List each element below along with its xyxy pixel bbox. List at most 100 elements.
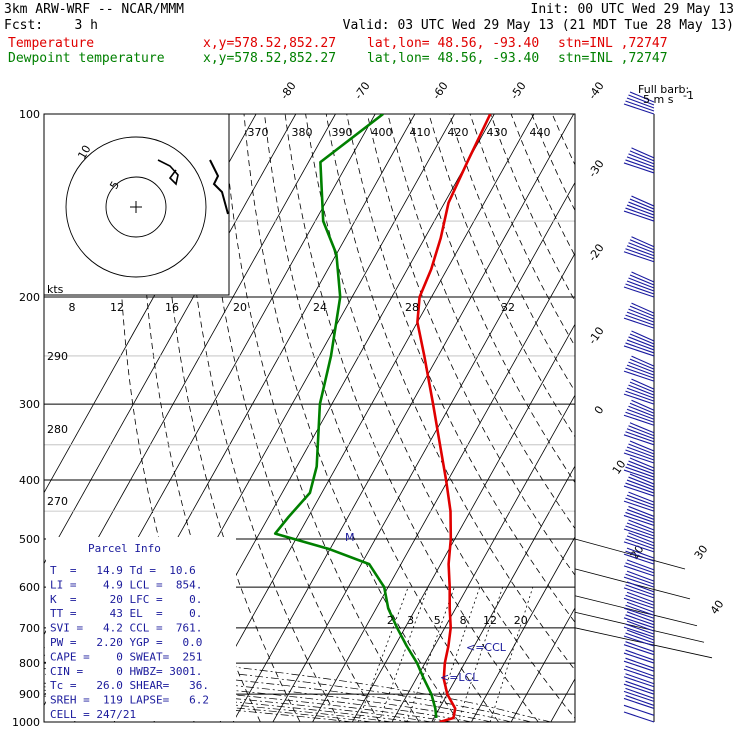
parcel-info-row: LI = 4.9 LCL = 854. xyxy=(50,578,202,591)
isotherm-label: -80 xyxy=(278,80,299,102)
wind-barb xyxy=(624,650,654,663)
parcel-info-title: Parcel Info xyxy=(88,542,161,555)
parcel-info-row: CAPE = 0 SWEAT= 251 xyxy=(50,650,202,663)
marker-m: M xyxy=(345,531,355,544)
ccl-annotation: <=CCL xyxy=(466,641,507,654)
hodograph-speed-label: 28 xyxy=(405,301,419,314)
hodograph-speed-label: 32 xyxy=(501,301,515,314)
wind-barb xyxy=(624,674,654,687)
wind-barb xyxy=(624,196,654,221)
parcel-info-row: CIN = 0 HWBZ= 3001. xyxy=(50,665,202,678)
hodograph-units: kts xyxy=(47,283,64,296)
parcel-info-row: CELL = 247/21 xyxy=(50,708,136,721)
mixing-ratio-label: 8 xyxy=(460,614,467,627)
isotherm-label: -40 xyxy=(586,80,607,102)
isotherm-line xyxy=(432,114,740,722)
wind-barb xyxy=(624,400,654,425)
isotherm-label: -50 xyxy=(508,80,529,102)
wind-barb xyxy=(624,303,654,328)
mixing-ratio-line xyxy=(358,587,408,722)
dry-adiabat-line xyxy=(593,114,740,722)
hodograph-speed-label: 12 xyxy=(110,301,124,314)
theta-label: 270 xyxy=(47,495,68,508)
theta-label: 280 xyxy=(47,423,68,436)
lcl-annotation: <=LCL xyxy=(440,671,479,684)
dry-adiabat-line xyxy=(470,114,740,722)
isotherm-label: -70 xyxy=(352,80,373,102)
theta-e-label: 420 xyxy=(448,126,469,139)
pressure-tick-label: 600 xyxy=(19,581,40,594)
isotherm-line xyxy=(511,114,740,722)
theta-e-label: 440 xyxy=(530,126,551,139)
wind-barb xyxy=(624,474,654,496)
dry-adiabat-line xyxy=(265,114,499,722)
wind-barb xyxy=(624,331,654,356)
mixing-ratio-label: 5 xyxy=(434,614,441,627)
dry-adiabat-line xyxy=(367,114,697,722)
pressure-tick-label: 900 xyxy=(19,688,40,701)
parcel-info-row: SREH = 119 LAPSE= 6.2 xyxy=(50,694,209,707)
isotherm-label: -30 xyxy=(586,158,607,180)
wind-barb xyxy=(624,571,654,587)
isotherm-label: 0 xyxy=(592,404,607,417)
dry-adiabat-line xyxy=(429,114,740,722)
theta-e-label: 400 xyxy=(372,126,393,139)
wind-barb xyxy=(624,666,654,679)
dry-adiabat-line xyxy=(450,114,740,722)
pressure-tick-label: 300 xyxy=(19,398,40,411)
temperature-profile-line xyxy=(417,114,490,722)
wind-barb xyxy=(624,379,654,404)
pressure-tick-label: 100 xyxy=(19,108,40,121)
wind-legend-value: 5 m s xyxy=(643,93,674,106)
dry-adiabat-line xyxy=(244,114,459,722)
mixing-ratio-label: 3 xyxy=(407,614,414,627)
wind-barb xyxy=(624,681,654,694)
dry-adiabat-line xyxy=(347,114,658,722)
pressure-tick-label: 800 xyxy=(19,657,40,670)
isotherm-label: 30 xyxy=(692,543,711,562)
dry-adiabat-line xyxy=(306,114,578,722)
pressure-tick-label: 500 xyxy=(19,533,40,546)
wind-barb xyxy=(624,237,654,262)
mixing-ratio-line xyxy=(434,587,480,722)
wind-barb xyxy=(624,272,654,297)
parcel-info-row: SVI = 4.2 CCL = 761. xyxy=(50,622,202,635)
dry-adiabat-line xyxy=(573,114,740,722)
pressure-tick-label: 200 xyxy=(19,291,40,304)
dry-adiabat-line xyxy=(511,114,740,722)
isotherm-label: 40 xyxy=(708,598,727,617)
parcel-info-row: TT = 43 EL = 0. xyxy=(50,607,202,620)
mixing-ratio-label: 2 xyxy=(387,614,394,627)
pressure-tick-label: 700 xyxy=(19,622,40,635)
pressure-tick-label: 1000 xyxy=(12,716,40,729)
wind-barb xyxy=(624,658,654,671)
theta-e-label: 430 xyxy=(487,126,508,139)
theta-label: 290 xyxy=(47,350,68,363)
parcel-info-row: PW = 2.20 YGP = 0.0 xyxy=(50,636,202,649)
theta-e-label: 370 xyxy=(248,126,269,139)
dry-adiabat-line xyxy=(326,114,618,722)
wind-barb xyxy=(624,356,654,381)
theta-e-label: 410 xyxy=(410,126,431,139)
hodograph-speed-label: 16 xyxy=(165,301,179,314)
wind-legend-exponent: -1 xyxy=(683,89,694,102)
isotherm-line xyxy=(591,114,740,722)
wind-barb xyxy=(624,423,654,445)
theta-e-label: 380 xyxy=(292,126,313,139)
mixing-ratio-line xyxy=(458,587,503,722)
mixing-ratio-label: 20 xyxy=(514,614,528,627)
isotherm-line xyxy=(471,114,740,722)
isotherm-label: -60 xyxy=(430,80,451,102)
pressure-tick-label: 400 xyxy=(19,474,40,487)
hodograph-speed-label: 24 xyxy=(313,301,327,314)
dry-adiabat-line xyxy=(491,114,740,722)
hodograph-speed-label: 8 xyxy=(69,301,76,314)
hodograph-speed-label: 20 xyxy=(233,301,247,314)
wind-barb xyxy=(624,642,654,655)
wind-barb xyxy=(624,148,654,173)
wind-barb xyxy=(624,582,654,598)
theta-e-label: 390 xyxy=(332,126,353,139)
parcel-info-row: K = 20 LFC = 0. xyxy=(50,593,202,606)
parcel-info-row: T = 14.9 Td = 10.6 xyxy=(50,564,196,577)
